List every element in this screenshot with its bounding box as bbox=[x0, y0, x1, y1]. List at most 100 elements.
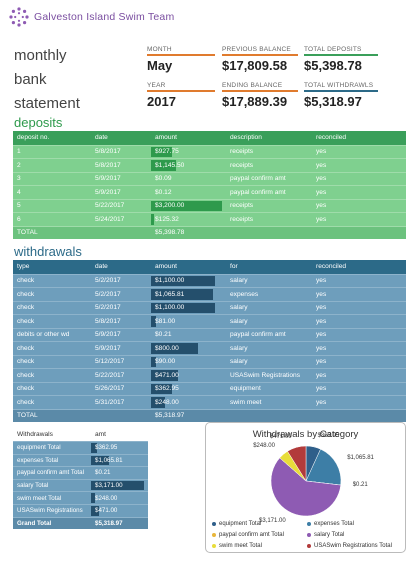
table-row[interactable]: check 5/26/2017 $362.95 equipment yes bbox=[13, 381, 406, 395]
legend-item[interactable]: equipment Total bbox=[212, 518, 307, 529]
pivot-row[interactable]: USASwim Registrations $471.00 bbox=[13, 503, 148, 517]
description-cell[interactable]: receipts bbox=[226, 198, 312, 212]
description-cell[interactable]: receipts bbox=[226, 144, 312, 158]
pivot-row[interactable]: swim meet Total $248.00 bbox=[13, 491, 148, 504]
pivot-col-category[interactable]: Withdrawals bbox=[13, 428, 91, 441]
reconciled-cell[interactable]: yes bbox=[312, 354, 406, 368]
withdrawals-col-for[interactable]: for bbox=[226, 260, 312, 274]
for-cell[interactable]: paypal confirm amt bbox=[226, 327, 312, 341]
legend-item[interactable]: paypal confirm amt Total bbox=[212, 529, 307, 540]
table-row[interactable]: check 5/2/2017 $1,065.81 expenses yes bbox=[13, 287, 406, 301]
date-cell[interactable]: 5/26/2017 bbox=[91, 381, 151, 395]
amount-cell[interactable]: $81.00 bbox=[151, 314, 226, 328]
pivot-category-cell[interactable]: swim meet Total bbox=[13, 491, 91, 504]
pivot-category-cell[interactable]: equipment Total bbox=[13, 441, 91, 454]
pivot-amount-cell[interactable]: $3,171.00 bbox=[91, 478, 148, 492]
date-cell[interactable]: 5/24/2017 bbox=[91, 212, 151, 226]
pivot-amount-cell[interactable]: $362.95 bbox=[91, 441, 148, 454]
date-cell[interactable]: 5/8/2017 bbox=[91, 158, 151, 172]
table-row[interactable]: check 5/9/2017 $800.00 salary yes bbox=[13, 341, 406, 355]
table-row[interactable]: check 5/2/2017 $1,100.00 salary yes bbox=[13, 273, 406, 287]
table-row[interactable]: 4 5/9/2017 $0.12 paypal confirm amt yes bbox=[13, 185, 406, 199]
pivot-amount-cell[interactable]: $471.00 bbox=[91, 503, 148, 517]
pivot-category-cell[interactable]: salary Total bbox=[13, 478, 91, 492]
date-cell[interactable]: 5/22/2017 bbox=[91, 198, 151, 212]
date-cell[interactable]: 5/2/2017 bbox=[91, 287, 151, 301]
amount-cell[interactable]: $3,200.00 bbox=[151, 198, 226, 212]
date-cell[interactable]: 5/12/2017 bbox=[91, 354, 151, 368]
reconciled-cell[interactable]: yes bbox=[312, 158, 406, 172]
type-cell[interactable]: check bbox=[13, 341, 91, 355]
reconciled-cell[interactable]: yes bbox=[312, 287, 406, 301]
table-row[interactable]: check 5/31/2017 $248.00 swim meet yes bbox=[13, 395, 406, 409]
date-cell[interactable]: 5/9/2017 bbox=[91, 327, 151, 341]
amount-cell[interactable]: $800.00 bbox=[151, 341, 226, 355]
reconciled-cell[interactable]: yes bbox=[312, 171, 406, 185]
pivot-category-cell[interactable]: expenses Total bbox=[13, 453, 91, 467]
table-row[interactable]: check 5/8/2017 $81.00 salary yes bbox=[13, 314, 406, 328]
type-cell[interactable]: check bbox=[13, 368, 91, 382]
legend-item[interactable]: USASwim Registrations Total bbox=[307, 540, 402, 551]
deposit-no-cell[interactable]: 4 bbox=[13, 185, 91, 199]
amount-cell[interactable]: $362.95 bbox=[151, 381, 226, 395]
reconciled-cell[interactable]: yes bbox=[312, 341, 406, 355]
date-cell[interactable]: 5/9/2017 bbox=[91, 171, 151, 185]
type-cell[interactable]: check bbox=[13, 314, 91, 328]
amount-cell[interactable]: $125.32 bbox=[151, 212, 226, 226]
withdrawals-chart[interactable]: Withdrawals by Category $362.95 $1,065.81… bbox=[205, 422, 406, 553]
deposit-no-cell[interactable]: 2 bbox=[13, 158, 91, 172]
amount-cell[interactable]: $0.12 bbox=[151, 185, 226, 199]
pivot-category-cell[interactable]: USASwim Registrations bbox=[13, 503, 91, 517]
type-cell[interactable]: check bbox=[13, 287, 91, 301]
legend-item[interactable]: swim meet Total bbox=[212, 540, 307, 551]
for-cell[interactable]: equipment bbox=[226, 381, 312, 395]
withdrawals-col-type[interactable]: type bbox=[13, 260, 91, 274]
amount-cell[interactable]: $248.00 bbox=[151, 395, 226, 409]
table-row[interactable]: 2 5/8/2017 $1,145.50 receipts yes bbox=[13, 158, 406, 172]
withdrawals-col-amount[interactable]: amount bbox=[151, 260, 226, 274]
table-row[interactable]: 5 5/22/2017 $3,200.00 receipts yes bbox=[13, 198, 406, 212]
pivot-row[interactable]: expenses Total $1,065.81 bbox=[13, 453, 148, 467]
table-row[interactable]: debits or other wd 5/9/2017 $0.21 paypal co… bbox=[13, 327, 406, 341]
reconciled-cell[interactable]: yes bbox=[312, 300, 406, 314]
date-cell[interactable]: 5/31/2017 bbox=[91, 395, 151, 409]
for-cell[interactable]: salary bbox=[226, 354, 312, 368]
pie-slice[interactable] bbox=[305, 448, 342, 486]
table-row[interactable]: check 5/12/2017 $90.00 salary yes bbox=[13, 354, 406, 368]
description-cell[interactable]: receipts bbox=[226, 212, 312, 226]
table-row[interactable]: 3 5/9/2017 $0.09 paypal confirm amt yes bbox=[13, 171, 406, 185]
table-row[interactable]: check 5/22/2017 $471.00 USASwim Registratio… bbox=[13, 368, 406, 382]
description-cell[interactable]: paypal confirm amt bbox=[226, 185, 312, 199]
amount-cell[interactable]: $1,065.81 bbox=[151, 287, 226, 301]
type-cell[interactable]: check bbox=[13, 273, 91, 287]
reconciled-cell[interactable]: yes bbox=[312, 314, 406, 328]
deposits-col-amount[interactable]: amount bbox=[151, 131, 226, 145]
pie-slice[interactable] bbox=[287, 445, 307, 482]
legend-item[interactable]: salary Total bbox=[307, 529, 402, 540]
pivot-row[interactable]: equipment Total $362.95 bbox=[13, 441, 148, 454]
pivot-amount-cell[interactable]: $248.00 bbox=[91, 491, 148, 504]
reconciled-cell[interactable]: yes bbox=[312, 185, 406, 199]
reconciled-cell[interactable]: yes bbox=[312, 327, 406, 341]
reconciled-cell[interactable]: yes bbox=[312, 144, 406, 158]
deposits-col-no[interactable]: deposit no. bbox=[13, 131, 91, 145]
date-cell[interactable]: 5/9/2017 bbox=[91, 185, 151, 199]
reconciled-cell[interactable]: yes bbox=[312, 368, 406, 382]
amount-cell[interactable]: $1,100.00 bbox=[151, 300, 226, 314]
pivot-amount-cell[interactable]: $1,065.81 bbox=[91, 453, 148, 467]
deposit-no-cell[interactable]: 6 bbox=[13, 212, 91, 226]
legend-item[interactable]: expenses Total bbox=[307, 518, 402, 529]
for-cell[interactable]: salary bbox=[226, 273, 312, 287]
for-cell[interactable]: salary bbox=[226, 341, 312, 355]
amount-cell[interactable]: $1,100.00 bbox=[151, 273, 226, 287]
reconciled-cell[interactable]: yes bbox=[312, 212, 406, 226]
table-row[interactable]: 1 5/8/2017 $927.75 receipts yes bbox=[13, 144, 406, 158]
type-cell[interactable]: check bbox=[13, 395, 91, 409]
withdrawals-col-date[interactable]: date bbox=[91, 260, 151, 274]
amount-cell[interactable]: $471.00 bbox=[151, 368, 226, 382]
deposits-col-description[interactable]: description bbox=[226, 131, 312, 145]
type-cell[interactable]: check bbox=[13, 354, 91, 368]
amount-cell[interactable]: $0.21 bbox=[151, 327, 226, 341]
for-cell[interactable]: salary bbox=[226, 300, 312, 314]
pivot-row[interactable]: salary Total $3,171.00 bbox=[13, 478, 148, 492]
